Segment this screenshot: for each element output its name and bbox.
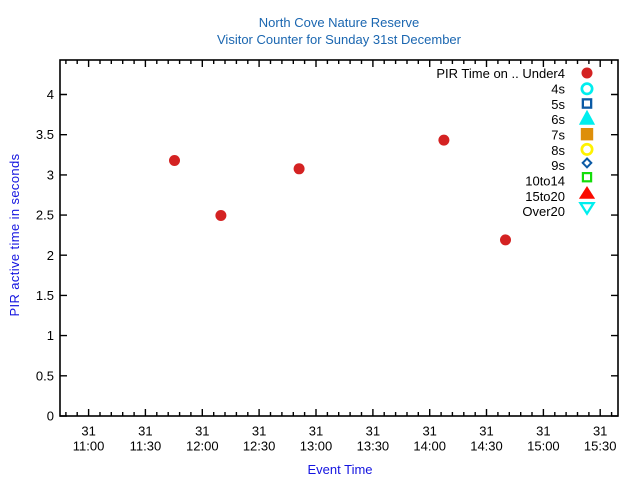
svg-text:15:00: 15:00 <box>527 439 560 454</box>
svg-text:5s: 5s <box>551 97 565 112</box>
svg-text:0: 0 <box>47 409 54 424</box>
svg-text:8s: 8s <box>551 143 565 158</box>
svg-text:31: 31 <box>309 424 323 439</box>
svg-text:31: 31 <box>593 424 607 439</box>
svg-text:11:30: 11:30 <box>130 439 162 454</box>
svg-text:PIR active time in seconds: PIR active time in seconds <box>7 153 22 316</box>
svg-text:13:30: 13:30 <box>357 439 390 454</box>
svg-text:9s: 9s <box>551 158 565 173</box>
svg-text:12:00: 12:00 <box>186 439 219 454</box>
svg-text:31: 31 <box>195 424 209 439</box>
svg-text:31: 31 <box>138 424 152 439</box>
svg-text:15:30: 15:30 <box>584 439 617 454</box>
svg-text:31: 31 <box>366 424 380 439</box>
svg-text:1.5: 1.5 <box>36 288 54 303</box>
svg-text:Over20: Over20 <box>522 204 565 219</box>
svg-text:31: 31 <box>81 424 95 439</box>
svg-text:7s: 7s <box>551 128 565 143</box>
svg-text:13:00: 13:00 <box>300 439 333 454</box>
svg-text:14:00: 14:00 <box>413 439 446 454</box>
svg-text:11:00: 11:00 <box>73 439 105 454</box>
svg-text:North Cove Nature Reserve: North Cove Nature Reserve <box>259 15 419 30</box>
svg-text:Event Time: Event Time <box>307 462 372 477</box>
svg-text:2.5: 2.5 <box>36 208 54 223</box>
svg-text:Visitor Counter for Sunday 31s: Visitor Counter for Sunday 31st December <box>217 32 462 47</box>
svg-text:PIR Time on .. Under4: PIR Time on .. Under4 <box>436 66 565 81</box>
svg-text:10to14: 10to14 <box>525 174 565 189</box>
svg-text:4s: 4s <box>551 81 565 96</box>
svg-text:31: 31 <box>536 424 550 439</box>
svg-text:1: 1 <box>47 328 54 343</box>
svg-text:31: 31 <box>479 424 493 439</box>
svg-text:4: 4 <box>47 87 54 102</box>
svg-text:14:30: 14:30 <box>470 439 503 454</box>
svg-text:2: 2 <box>47 248 54 263</box>
svg-text:0.5: 0.5 <box>36 368 54 383</box>
svg-text:3.5: 3.5 <box>36 127 54 142</box>
svg-text:31: 31 <box>422 424 436 439</box>
svg-text:6s: 6s <box>551 112 565 127</box>
svg-text:12:30: 12:30 <box>243 439 276 454</box>
svg-text:31: 31 <box>252 424 266 439</box>
svg-text:3: 3 <box>47 167 54 182</box>
svg-text:15to20: 15to20 <box>525 189 565 204</box>
